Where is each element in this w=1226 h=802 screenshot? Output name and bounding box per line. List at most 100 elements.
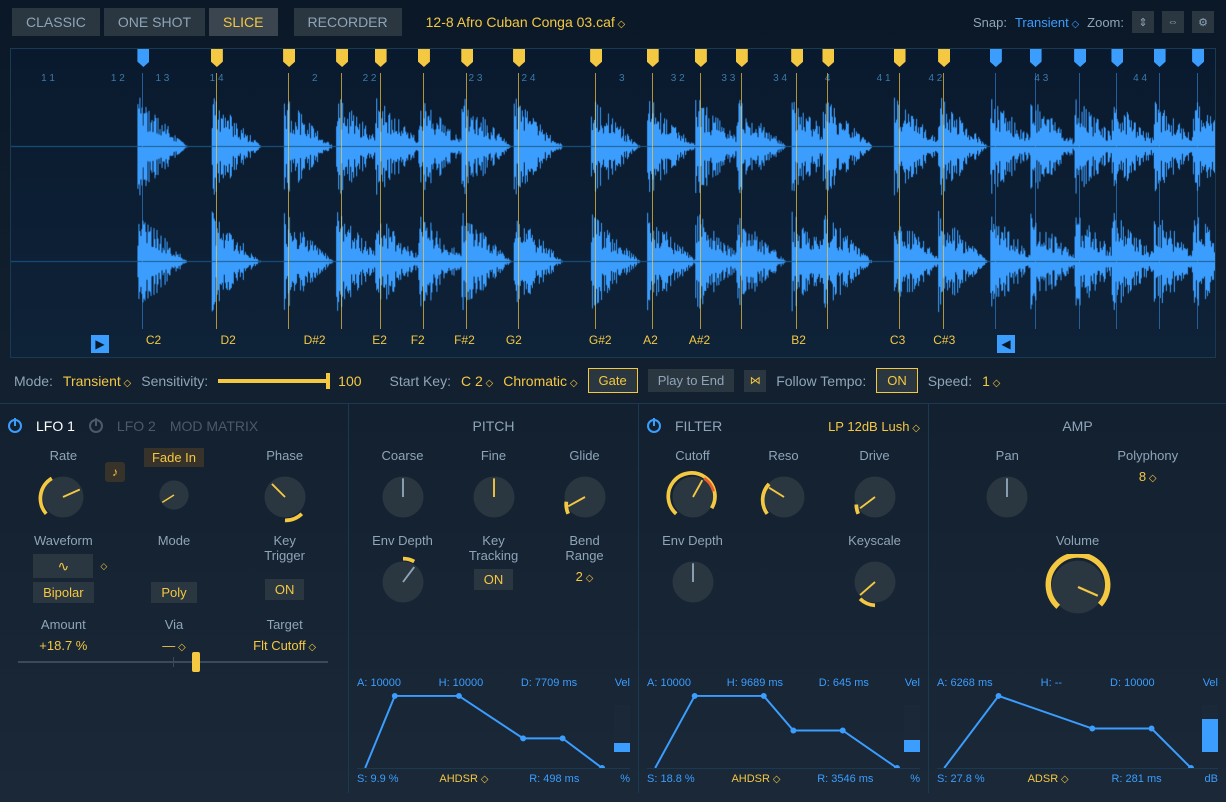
lfo2-tab[interactable]: LFO 2	[117, 418, 156, 434]
lfo2-power-icon[interactable]	[89, 419, 103, 433]
modmatrix-tab[interactable]: MOD MATRIX	[170, 418, 258, 434]
slice-marker[interactable]	[1192, 49, 1204, 67]
mode-classic-button[interactable]: CLASSIC	[12, 8, 100, 36]
slice-marker[interactable]	[1074, 49, 1086, 67]
filter-type-dropdown[interactable]: LP 12dB Lush	[828, 419, 920, 434]
sensitivity-slider[interactable]	[218, 379, 328, 383]
slice-marker[interactable]	[791, 49, 803, 67]
coarse-knob[interactable]	[375, 469, 431, 525]
slice-marker[interactable]	[894, 49, 906, 67]
amp-panel: AMP Pan Polyphony8 Volume A: 6268 msH: -…	[928, 403, 1226, 793]
filename-dropdown[interactable]: 12-8 Afro Cuban Conga 03.caf	[426, 14, 626, 30]
reverse-icon[interactable]: ⋈	[744, 370, 766, 392]
slice-marker[interactable]	[336, 49, 348, 67]
scroll-left-button[interactable]: ▶	[91, 335, 109, 353]
glide-knob[interactable]	[557, 469, 613, 525]
pitch-envelope[interactable]: A: 10000H: 10000D: 7709 msVel S: 9.9 %AH…	[357, 677, 630, 787]
filter-envdepth-knob[interactable]	[665, 554, 721, 610]
slice-mode-dropdown[interactable]: Transient	[63, 373, 131, 389]
amount-slider[interactable]	[18, 661, 328, 663]
followtempo-toggle[interactable]: ON	[876, 368, 918, 393]
fadein-label: Fade In	[144, 448, 204, 467]
gear-icon[interactable]: ⚙	[1192, 11, 1214, 33]
keyscale-knob[interactable]	[847, 554, 903, 610]
slice-marker[interactable]	[990, 49, 1002, 67]
key-label: F2	[411, 333, 425, 347]
lfo-mode-dropdown[interactable]: Poly	[151, 582, 196, 603]
slice-controls-bar: Mode: Transient Sensitivity: 100 Start K…	[0, 358, 1226, 403]
chromatic-dropdown[interactable]: Chromatic	[503, 373, 577, 389]
slice-marker[interactable]	[1154, 49, 1166, 67]
waveform-display[interactable]: 1 11 21 31 422 22 32 433 23 33 444 14 24…	[10, 48, 1216, 358]
beat-label: 4 2	[928, 73, 942, 84]
mode-slice-button[interactable]: SLICE	[209, 8, 277, 36]
lfo1-tab[interactable]: LFO 1	[36, 418, 75, 434]
snap-dropdown[interactable]: Transient	[1015, 15, 1079, 30]
keytrigger-label: Key Trigger	[240, 533, 330, 563]
filter-envdepth-label: Env Depth	[648, 533, 738, 548]
slice-marker[interactable]	[513, 49, 525, 67]
target-label: Target	[240, 617, 330, 632]
gate-toggle[interactable]: Gate	[588, 368, 638, 393]
sensitivity-value: 100	[338, 373, 361, 389]
lfo1-power-icon[interactable]	[8, 419, 22, 433]
beat-label: 1 3	[155, 73, 169, 84]
beat-label: 1 2	[111, 73, 125, 84]
mode-recorder-button[interactable]: RECORDER	[294, 8, 402, 36]
zoom-horizontal-icon[interactable]: ⇔	[1162, 11, 1184, 33]
beat-label: 2	[312, 73, 318, 84]
bendrange-dropdown[interactable]: 2	[576, 569, 594, 584]
startkey-dropdown[interactable]: C 2	[461, 373, 493, 389]
mode-oneshot-button[interactable]: ONE SHOT	[104, 8, 205, 36]
amount-label: Amount	[18, 617, 108, 632]
glide-label: Glide	[540, 448, 630, 463]
fine-knob[interactable]	[466, 469, 522, 525]
rate-knob[interactable]	[35, 469, 91, 525]
beat-label: 1 1	[41, 73, 55, 84]
slice-marker[interactable]	[822, 49, 834, 67]
waveform-dropdown[interactable]: ∿	[33, 554, 93, 578]
via-dropdown[interactable]: —	[162, 638, 185, 653]
keytrigger-toggle[interactable]: ON	[265, 579, 305, 600]
phase-knob[interactable]	[257, 469, 313, 525]
slice-marker[interactable]	[736, 49, 748, 67]
volume-knob[interactable]	[1045, 554, 1111, 620]
slice-marker[interactable]	[695, 49, 707, 67]
filter-title: FILTER	[675, 418, 722, 434]
reso-label: Reso	[739, 448, 829, 463]
slice-marker[interactable]	[283, 49, 295, 67]
slice-marker[interactable]	[1030, 49, 1042, 67]
cutoff-knob[interactable]	[665, 469, 721, 525]
slice-marker[interactable]	[461, 49, 473, 67]
polyphony-dropdown[interactable]: 8	[1139, 469, 1157, 484]
key-label: C#3	[933, 333, 955, 347]
pitch-envdepth-knob[interactable]	[375, 554, 431, 610]
reso-knob[interactable]	[756, 469, 812, 525]
note-sync-icon[interactable]: ♪	[105, 462, 125, 482]
keytrack-toggle[interactable]: ON	[474, 569, 514, 590]
drive-knob[interactable]	[847, 469, 903, 525]
slice-marker[interactable]	[375, 49, 387, 67]
key-label: D2	[220, 333, 235, 347]
pan-knob[interactable]	[979, 469, 1035, 525]
key-label: C2	[146, 333, 161, 347]
speed-dropdown[interactable]: 1	[982, 373, 1000, 389]
phase-label: Phase	[240, 448, 330, 463]
key-label: C3	[890, 333, 905, 347]
bipolar-toggle[interactable]: Bipolar	[33, 582, 93, 603]
zoom-vertical-icon[interactable]: ⇕	[1132, 11, 1154, 33]
slice-marker[interactable]	[938, 49, 950, 67]
slice-marker[interactable]	[647, 49, 659, 67]
slice-marker[interactable]	[211, 49, 223, 67]
slice-marker[interactable]	[137, 49, 149, 67]
filter-power-icon[interactable]	[647, 419, 661, 433]
slice-marker[interactable]	[1111, 49, 1123, 67]
filter-envelope[interactable]: A: 10000H: 9689 msD: 645 msVel S: 18.8 %…	[647, 677, 920, 787]
playtoend-toggle[interactable]: Play to End	[648, 369, 735, 392]
slice-marker[interactable]	[590, 49, 602, 67]
amp-envelope[interactable]: A: 6268 msH: --D: 10000Vel S: 27.8 %ADSR…	[937, 677, 1218, 787]
target-dropdown[interactable]: Flt Cutoff	[253, 638, 316, 653]
slice-marker[interactable]	[418, 49, 430, 67]
scroll-right-button[interactable]: ◀	[997, 335, 1015, 353]
fadein-knob[interactable]	[152, 473, 196, 517]
